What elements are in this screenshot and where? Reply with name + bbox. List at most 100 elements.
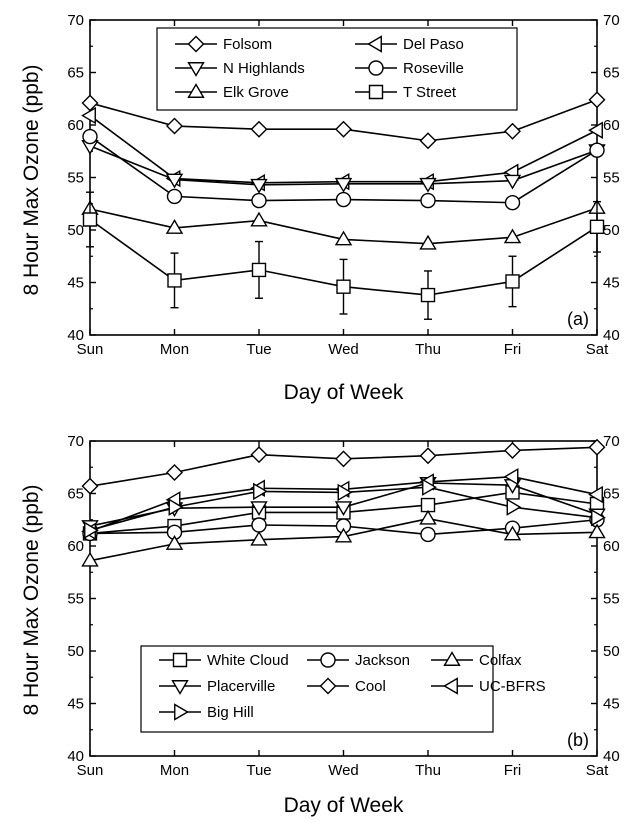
y-tick-label-right: 40 — [603, 748, 620, 765]
data-point — [504, 194, 521, 211]
y-tick-label-left: 50 — [67, 222, 84, 239]
legend-marker — [443, 651, 461, 666]
chart-panel-a: 40 40 45 45 50 50 55 55 60 60 65 65 70 70 Sun Mon Tue Wed… — [20, 12, 620, 404]
legend-label: UC-BFRS — [479, 678, 546, 695]
legend-item: Colfax — [431, 651, 522, 669]
legend-marker — [443, 677, 458, 695]
data-point — [165, 535, 184, 550]
y-tick-label-left: 50 — [67, 643, 84, 660]
data-point — [335, 191, 352, 208]
legend-item: T Street — [355, 84, 457, 101]
x-tick-label: Tue — [246, 341, 271, 358]
data-point — [165, 173, 184, 189]
y-tick-label-right: 65 — [603, 65, 620, 82]
legend-marker — [172, 652, 188, 668]
legend-marker — [319, 677, 337, 695]
y-tick-label-right: 70 — [603, 12, 620, 29]
legend-item: White Cloud — [159, 652, 289, 669]
legend-marker — [367, 35, 382, 53]
data-point — [335, 450, 352, 468]
y-tick-label-right: 50 — [603, 643, 620, 660]
x-tick-label: Sun — [77, 762, 104, 779]
data-point — [81, 106, 96, 125]
data-point — [504, 122, 521, 140]
y-tick-label-right: 60 — [603, 538, 620, 555]
series-colfax — [81, 509, 606, 567]
y-tick-label-left: 45 — [67, 696, 84, 713]
data-point — [506, 498, 522, 516]
data-point — [589, 219, 605, 235]
legend-label: T Street — [403, 84, 457, 101]
data-point — [420, 526, 436, 543]
data-point — [168, 498, 184, 516]
data-point — [165, 219, 184, 234]
y-tick-label-left: 60 — [67, 117, 84, 134]
series-t-street — [82, 191, 605, 320]
series-elk-grove — [81, 199, 606, 250]
legend-item: Elk Grove — [175, 83, 289, 101]
legend-label: White Cloud — [207, 652, 289, 669]
data-point — [588, 438, 606, 456]
x-tick-label: Fri — [504, 341, 522, 358]
data-point — [504, 441, 521, 459]
y-tick-label-right: 70 — [603, 433, 620, 450]
data-point — [503, 525, 522, 541]
data-point — [419, 177, 437, 193]
data-point — [588, 523, 606, 539]
data-point — [589, 142, 605, 158]
legend-item: Cool — [307, 677, 386, 695]
data-point — [588, 121, 603, 139]
data-point — [334, 177, 353, 193]
data-point — [419, 509, 437, 525]
series-roseville — [82, 128, 605, 211]
legend-box — [156, 27, 518, 111]
legend-item: N Highlands — [175, 60, 305, 77]
y-tick-label-right: 50 — [603, 222, 620, 239]
data-point — [503, 467, 519, 486]
y-tick-label-left: 40 — [67, 748, 84, 765]
legend-marker — [187, 83, 205, 98]
x-tick-label: Mon — [160, 341, 189, 358]
data-point — [253, 482, 268, 501]
y-tick-label-left: 65 — [67, 486, 84, 503]
data-point — [591, 508, 606, 527]
data-point — [250, 178, 268, 194]
legend-label: Elk Grove — [223, 84, 289, 101]
data-point — [166, 464, 183, 481]
legend-marker — [368, 84, 384, 100]
data-point — [166, 117, 183, 135]
y-tick-label-left: 40 — [67, 327, 84, 344]
legend-label: Cool — [355, 678, 386, 695]
data-point — [503, 174, 522, 190]
panel-label: (b) — [567, 730, 589, 750]
x-tick-label: Wed — [328, 341, 359, 358]
panel-label: (a) — [567, 309, 589, 329]
y-axis-title: 8 Hour Max Ozone (ppb) — [20, 64, 43, 295]
legend: Folsom Del Paso N Highlands Roseville Elk Gr… — [156, 27, 518, 111]
y-tick-label-right: 45 — [603, 275, 620, 292]
data-point — [420, 287, 436, 303]
data-point — [251, 262, 267, 278]
y-tick-label-right: 60 — [603, 117, 620, 134]
x-tick-label: Wed — [328, 762, 359, 779]
legend-marker — [174, 703, 189, 721]
data-point — [251, 517, 267, 533]
x-tick-label: Mon — [160, 762, 189, 779]
series-folsom — [81, 91, 606, 150]
data-point — [419, 234, 437, 250]
data-point — [503, 228, 522, 244]
series-cool — [81, 438, 606, 495]
y-tick-label-left: 70 — [67, 12, 84, 29]
x-axis-title: Day of Week — [284, 794, 404, 817]
data-point — [588, 485, 603, 504]
y-tick-label-right: 65 — [603, 486, 620, 503]
data-point — [250, 530, 268, 546]
y-tick-label-left: 70 — [67, 433, 84, 450]
data-point — [336, 279, 351, 294]
series-n-highlands — [81, 140, 606, 194]
x-tick-label: Thu — [415, 341, 441, 358]
data-point — [334, 501, 353, 517]
legend-label: Del Paso — [403, 36, 464, 53]
legend-marker — [320, 652, 336, 668]
